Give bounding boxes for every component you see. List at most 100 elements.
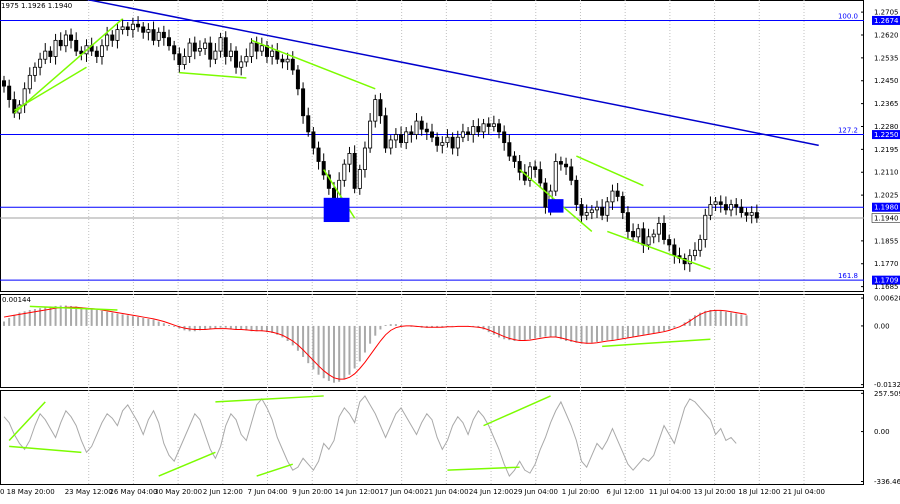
candle-body xyxy=(295,69,300,90)
fib-label: 127.2 xyxy=(838,127,858,135)
candle-body xyxy=(105,34,110,47)
candle-body xyxy=(718,201,723,205)
divergence-line xyxy=(576,155,644,187)
cci-line xyxy=(3,395,737,478)
candle-body xyxy=(197,48,202,52)
candle-body xyxy=(218,37,223,52)
candle-body xyxy=(734,204,739,208)
y-tick-label: 1.1855 xyxy=(874,237,899,245)
cci-divergence-line xyxy=(8,401,46,441)
candle-body xyxy=(270,50,275,57)
level-tag-box xyxy=(872,275,900,285)
trendline xyxy=(85,0,819,147)
candle-body xyxy=(347,153,352,165)
candle-body xyxy=(445,136,450,144)
candle-body xyxy=(502,131,507,144)
candle-body xyxy=(368,120,373,149)
candle-body xyxy=(234,50,239,68)
candle-body xyxy=(600,206,605,216)
candle-body xyxy=(99,45,104,57)
x-tick-label: 17 Jun 04:00 xyxy=(379,488,423,496)
candle-body xyxy=(543,182,548,208)
level-tag: 1.1980 xyxy=(872,202,900,212)
panel-frame-0 xyxy=(0,0,864,292)
candle-body xyxy=(12,99,17,114)
candle-body xyxy=(574,179,579,205)
candle-body xyxy=(517,161,522,173)
candle-body xyxy=(326,174,331,189)
x-tick-label: 18 Jul 12:00 xyxy=(738,488,780,496)
y-tick-label: 1.1685 xyxy=(874,283,899,291)
cci-divergence-line xyxy=(256,463,293,477)
candle-body xyxy=(527,166,532,181)
candle-body xyxy=(2,80,7,87)
candle-body xyxy=(538,169,543,184)
candle-body xyxy=(156,31,161,41)
candle-body xyxy=(584,212,589,216)
candle-body xyxy=(729,204,734,211)
y-tick-label: 1.2110 xyxy=(874,169,899,177)
candle-body xyxy=(177,53,182,65)
divergence-line xyxy=(179,71,247,79)
candle-body xyxy=(27,74,32,90)
candle-body xyxy=(440,142,445,146)
macd-y-tick-label: -0.01323 xyxy=(874,381,900,389)
y-tick-label: 1.2450 xyxy=(874,77,899,85)
candle-body xyxy=(651,233,656,238)
candle-body xyxy=(94,50,99,57)
candle-body xyxy=(723,204,728,211)
candle-body xyxy=(316,147,321,162)
divergence-line xyxy=(13,66,87,111)
candle-body xyxy=(662,222,667,240)
y-tick-label: 1.2025 xyxy=(874,192,899,200)
macd-y-tick-label: 0.00 xyxy=(874,322,890,330)
candle-body xyxy=(125,26,130,31)
candle-body xyxy=(491,123,496,127)
candle-body xyxy=(280,58,285,63)
candle-body xyxy=(249,42,254,57)
candle-body xyxy=(625,212,630,232)
ohlc-header: 1975 1.1926 1.1940 xyxy=(1,2,72,10)
candle-body xyxy=(388,139,393,149)
candle-body xyxy=(357,169,362,189)
x-tick-label: 21 Jun 04:00 xyxy=(424,488,468,496)
candle-body xyxy=(161,31,166,39)
candle-body xyxy=(362,147,367,170)
candle-body xyxy=(213,50,218,60)
candle-body xyxy=(703,214,708,240)
cci-divergence-line xyxy=(158,451,216,477)
candle-body xyxy=(151,29,156,41)
candle-body xyxy=(383,115,388,149)
fib-label: 100.0 xyxy=(838,12,858,20)
candle-body xyxy=(631,231,636,238)
candle-body xyxy=(290,58,295,71)
candle-body xyxy=(74,39,79,52)
candle-body xyxy=(687,255,692,265)
candle-body xyxy=(69,34,74,41)
macd-signal-line xyxy=(3,306,747,380)
candle-body xyxy=(373,99,378,122)
candle-body xyxy=(120,26,125,31)
candle-body xyxy=(481,123,486,133)
candle-body xyxy=(419,120,424,130)
candle-body xyxy=(285,58,290,63)
candle-body xyxy=(615,190,620,197)
candle-body xyxy=(32,66,37,76)
candle-body xyxy=(342,163,347,181)
candle-body xyxy=(167,37,172,47)
candle-body xyxy=(146,29,151,33)
candle-body xyxy=(244,56,249,63)
candle-body xyxy=(321,161,326,176)
macd-panel: 0.00144 xyxy=(2,296,748,383)
cci-panel xyxy=(3,395,737,478)
candle-body xyxy=(239,61,244,68)
candle-body xyxy=(641,228,646,246)
macd-label: 0.00144 xyxy=(2,296,31,304)
candle-body xyxy=(610,190,615,203)
candle-body xyxy=(414,120,419,135)
cci-y-tick-label: 0.00 xyxy=(874,428,890,436)
panel-frame-2 xyxy=(0,390,864,485)
level-tag-box xyxy=(872,130,900,140)
